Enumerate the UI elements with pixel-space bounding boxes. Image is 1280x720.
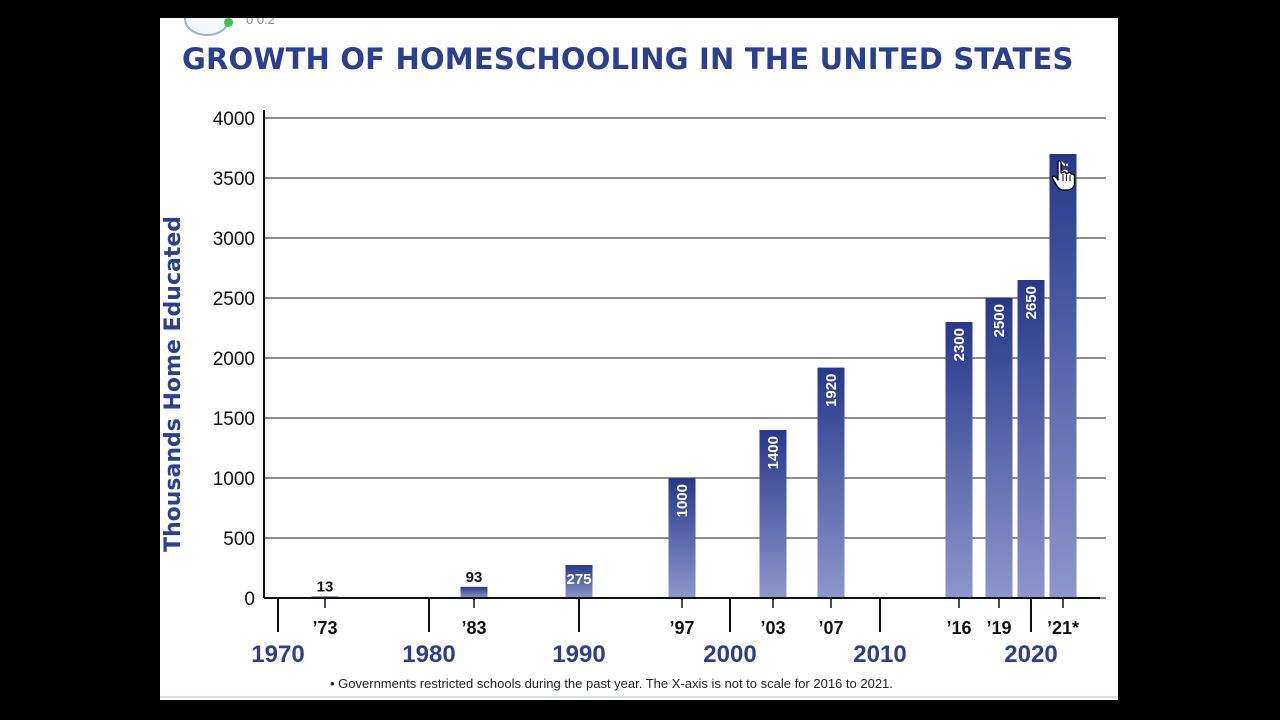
y-tick-label: 1500 [213,409,255,430]
bar-value-label: 1920 [823,374,840,407]
x-decade-label: 2010 [853,641,906,668]
y-axis-label: Thousands Home Educated [161,216,186,552]
bar-value-label: 2500 [991,304,1008,337]
hand-cursor-icon [1051,160,1076,191]
bar-value-label: 1000 [674,484,691,517]
x-decade-label: 1970 [251,641,304,668]
bar [945,322,973,598]
y-tick-label: 3000 [213,229,255,250]
bar [1049,154,1077,598]
bar [817,367,845,598]
y-tick-label: 3500 [213,169,255,190]
x-tick-label: ’73 [312,618,337,638]
bar-value-label: 2650 [1023,286,1040,319]
bar-value-label: 275 [566,571,591,588]
x-decade-label: 1990 [552,641,605,668]
divider [160,696,1118,698]
x-decade-label: 2000 [703,641,756,668]
y-tick-label: 1000 [213,469,255,490]
x-decade-label: 2020 [1004,641,1057,668]
y-tick-label: 2500 [213,289,255,310]
y-tick-label: 2000 [213,349,255,370]
bar [460,586,488,598]
bar [759,430,787,598]
y-tick-label: 500 [223,529,255,550]
footnote: • Governments restricted schools during … [330,676,893,691]
bar [565,565,593,598]
logo-text: 0 0:2 [246,18,275,27]
x-tick-label: ’07 [818,618,843,638]
chart-panel: 0 0:2 GROWTH OF HOMESCHOOLING IN THE UNI… [160,18,1118,700]
x-tick-label: ’21* [1047,618,1079,638]
bar-value-label: 13 [317,578,334,595]
bar-value-label: 1400 [765,436,782,469]
bar [1017,280,1045,598]
chart-title: GROWTH OF HOMESCHOOLING IN THE UNITED ST… [182,42,1074,76]
x-tick-label: ’97 [669,618,694,638]
bar-value-label: 2300 [951,328,968,361]
bar-value-label: 93 [466,569,483,586]
y-tick-label: 0 [244,589,255,610]
axes: 0 500 1000 1500 2000 2500 3000 3500 4000 1970 1980… [213,109,1100,668]
bar [668,478,696,598]
y-tick-label: 4000 [213,109,255,130]
x-tick-label: ’19 [986,618,1011,638]
x-decade-label: 1980 [402,641,455,668]
status-dot-icon [224,18,233,27]
x-tick-label: ’16 [946,618,971,638]
x-tick-label: ’83 [461,618,486,638]
bar [985,298,1013,598]
x-tick-label: ’03 [760,618,785,638]
